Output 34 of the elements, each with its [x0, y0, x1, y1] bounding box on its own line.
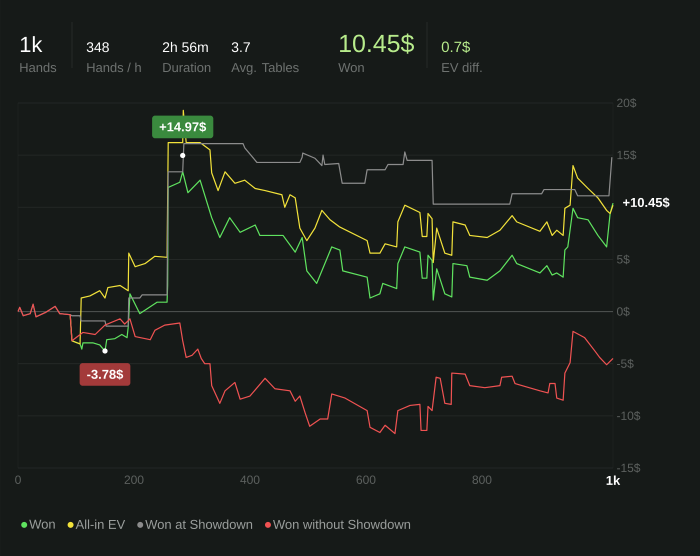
y-tick-label: 15$: [617, 150, 636, 160]
x-tick-label: 1k: [606, 476, 620, 485]
y-tick-label: 20$: [617, 98, 636, 108]
legend-label: Won without Showdown: [273, 519, 410, 529]
text: 0.7$: [442, 40, 470, 54]
line-series: [70, 110, 614, 344]
text: Hands / h: [87, 62, 141, 72]
x-tick-label: 800: [472, 476, 492, 484]
line-series: [17, 304, 614, 434]
x-tick-label: 200: [124, 476, 144, 484]
text: Duration: [163, 62, 210, 72]
text: Avg. Tables: [231, 62, 299, 75]
legend-label: Won at Showdown: [145, 519, 252, 529]
y-tick-label: -15$: [617, 463, 640, 473]
annotation: -3.78$: [87, 369, 124, 380]
text: 10.45$: [340, 34, 414, 54]
text: EV diff.: [442, 62, 482, 72]
x-tick-label: 0: [15, 476, 21, 484]
y-tick-label: 0$: [617, 306, 630, 316]
legend-label: All-in EV: [76, 519, 126, 529]
text: 1k: [20, 36, 42, 52]
legend-label: Won: [29, 520, 55, 529]
text: Won: [338, 63, 364, 72]
annotation: +10.45$: [623, 197, 670, 208]
text: 3.7: [232, 42, 250, 52]
y-tick-label: 5$: [617, 254, 630, 264]
y-tick-label: -10$: [617, 411, 640, 421]
x-tick-label: 400: [240, 476, 260, 484]
text: 348: [86, 42, 109, 52]
text: Hands: [20, 62, 56, 72]
text: 2h 56m: [162, 42, 208, 52]
annotation: +14.97$: [160, 122, 206, 132]
y-tick-label: -5$: [617, 358, 634, 369]
x-tick-label: 600: [356, 476, 376, 484]
